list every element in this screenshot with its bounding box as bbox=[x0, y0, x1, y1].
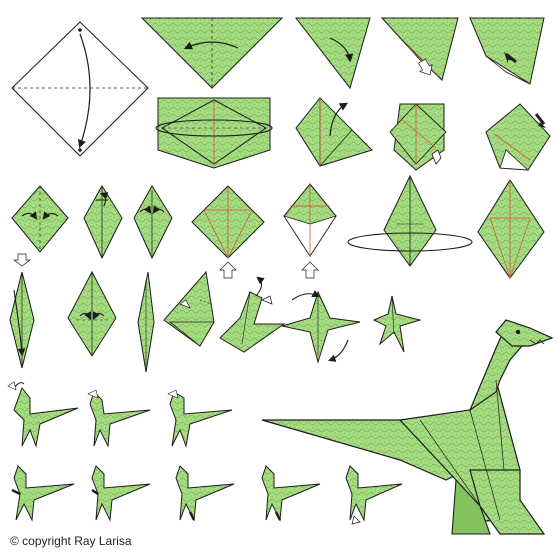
step-31-dino bbox=[345, 465, 403, 525]
step-28-dino bbox=[91, 465, 151, 522]
step-2-triangle bbox=[140, 17, 284, 89]
step-11-kite bbox=[83, 185, 123, 260]
step-5-squash-flat bbox=[469, 17, 545, 85]
step-1-square bbox=[11, 21, 149, 157]
step-27-dino bbox=[11, 465, 75, 522]
step-20-inside-reverse bbox=[163, 270, 215, 347]
step-3-small-triangle bbox=[294, 17, 371, 90]
step-7-diamond-fold bbox=[295, 97, 373, 168]
step-17-narrow bbox=[9, 253, 35, 369]
step-30-dino bbox=[261, 465, 321, 522]
step-29-dino bbox=[175, 465, 235, 522]
step-16-bird-base bbox=[477, 179, 545, 279]
step-13-crease-lines bbox=[191, 185, 265, 279]
step-6-diamond bbox=[155, 97, 273, 169]
step-9-preliminary-open bbox=[485, 103, 551, 171]
copyright-credit: © copyright Ray Larisa bbox=[10, 534, 132, 548]
step-25-dino bbox=[87, 389, 151, 448]
step-26-dino bbox=[167, 389, 233, 448]
step-22-pinwheel bbox=[281, 290, 361, 364]
step-18-kite-legs bbox=[67, 270, 117, 357]
step-21-neck-fold bbox=[219, 276, 286, 353]
step-24-dino bbox=[7, 381, 79, 448]
step-4-squash bbox=[380, 17, 459, 81]
step-12-kite-unfold bbox=[133, 185, 173, 260]
step-23-legs-out bbox=[372, 295, 422, 353]
final-dinosaur bbox=[261, 319, 554, 535]
step-19-thin-flap bbox=[137, 271, 155, 373]
step-8-preliminary bbox=[389, 103, 447, 171]
step-14-petal-open bbox=[283, 183, 337, 279]
step-10-kite-folds bbox=[11, 185, 69, 253]
step-15-petal-fold bbox=[347, 174, 473, 267]
